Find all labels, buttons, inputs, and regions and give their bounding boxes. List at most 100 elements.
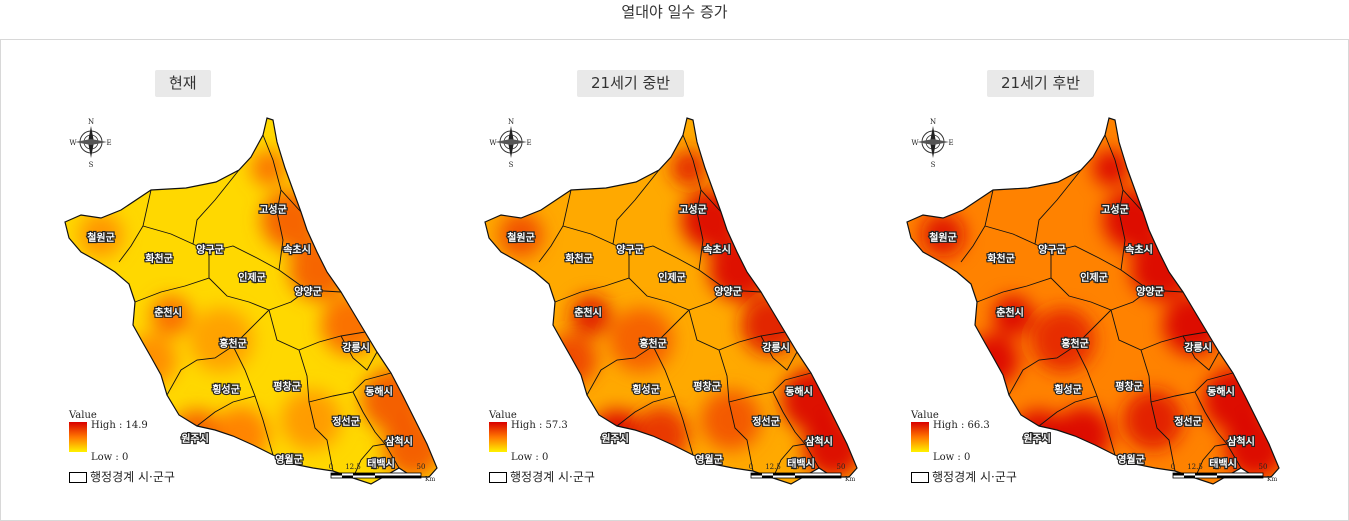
boundary-swatch: [69, 472, 87, 483]
region-label: 속초시: [703, 243, 731, 256]
region-label: 정선군: [332, 415, 360, 428]
legend-low-value: Low : 0: [933, 452, 971, 463]
district-boundary: [616, 395, 676, 427]
region-label: 철원군: [507, 231, 535, 244]
svg-text:N: N: [88, 118, 94, 126]
district-boundary: [682, 134, 722, 213]
region-label: 동해시: [785, 385, 813, 398]
legend-high-value: High : 14.9: [91, 420, 148, 431]
district-boundary: [772, 391, 820, 469]
scale-tick-label: 0: [329, 463, 333, 471]
district-boundary: [976, 252, 1052, 303]
region-label: 평창군: [693, 380, 721, 393]
scale-tick-label: 12.5: [765, 463, 781, 471]
svg-text:S: S: [509, 161, 514, 168]
district-boundary: [196, 395, 256, 427]
scale-tick-label: 25: [791, 463, 800, 471]
district-boundary: [268, 309, 366, 351]
legend-color-ramp: [489, 422, 507, 452]
region-label: 횡성군: [1054, 383, 1082, 396]
region-label: 양양군: [294, 286, 322, 298]
region-label: 동해시: [1207, 385, 1235, 398]
region-label: 태백시: [367, 457, 395, 470]
district-boundary: [1104, 134, 1144, 213]
heat-hotspot: [701, 390, 761, 450]
scale-bar: 0 12.5 25 50 Km: [749, 462, 861, 486]
district-boundary: [718, 349, 754, 472]
legend-high-value: High : 57.3: [511, 420, 568, 431]
district-boundary: [984, 225, 1052, 253]
district-boundary: [1194, 443, 1228, 479]
scale-tick-label: 50: [417, 463, 426, 471]
district-boundary: [1182, 335, 1220, 371]
region-label: 평창군: [1115, 380, 1143, 393]
district-boundary: [772, 443, 806, 479]
district-boundary: [1140, 349, 1176, 472]
region-label: 홍천군: [639, 337, 667, 350]
panel-label: 21세기 후반: [987, 70, 1095, 97]
legend-color-ramp: [911, 422, 929, 452]
scale-tick-label: 25: [371, 463, 380, 471]
district-boundary: [1194, 391, 1242, 469]
region-label: 영월군: [695, 453, 723, 466]
region-label: 삼척시: [1227, 435, 1255, 448]
district-boundary: [1118, 189, 1126, 271]
district-boundary: [688, 309, 786, 351]
district-boundary: [960, 189, 994, 263]
heat-hotspot: [499, 213, 543, 257]
heat-hotspot: [609, 308, 673, 372]
region-label: 속초시: [1125, 243, 1153, 256]
district-boundary: [612, 169, 660, 245]
heat-hotspot: [633, 407, 689, 463]
legend-boundary: 행정경계 시·군구: [69, 468, 175, 485]
svg-text:N: N: [930, 118, 936, 126]
scale-unit: Km: [1267, 476, 1277, 483]
district-boundary: [760, 335, 798, 371]
district-boundary: [276, 189, 284, 271]
district-boundary: [628, 277, 728, 311]
svg-text:W: W: [69, 139, 77, 147]
scale-tick-label: 50: [837, 463, 846, 471]
svg-text:E: E: [106, 139, 111, 147]
district-boundary: [352, 391, 400, 469]
heat-hotspot: [281, 390, 341, 450]
region-label: 양구군: [616, 244, 644, 256]
region-label: 삼척시: [805, 435, 833, 448]
district-boundary: [118, 189, 152, 263]
region-label: 인제군: [238, 271, 266, 284]
boundary-swatch: [911, 472, 929, 483]
district-boundary: [166, 309, 270, 396]
region-label: 고성군: [259, 203, 287, 216]
district-boundary: [1110, 309, 1208, 351]
district-boundary: [208, 277, 308, 311]
north-arrow-icon: N S W E: [489, 118, 533, 169]
region-label: 삼척시: [385, 435, 413, 448]
region-label: 양구군: [196, 244, 224, 256]
heat-hotspot: [1055, 407, 1111, 463]
boundary-swatch: [489, 472, 507, 483]
region-label: 태백시: [787, 457, 815, 470]
svg-text:S: S: [931, 161, 936, 168]
district-boundary: [192, 169, 240, 245]
district-boundary: [586, 309, 690, 396]
svg-text:E: E: [526, 139, 531, 147]
region-label: 영월군: [1117, 453, 1145, 466]
heat-hotspot: [921, 213, 965, 257]
region-label: 횡성군: [212, 383, 240, 396]
district-boundary: [142, 225, 210, 253]
region-label: 강릉시: [762, 341, 790, 354]
heat-hotspot: [213, 407, 269, 463]
district-boundary: [208, 245, 342, 293]
map-panel-current: 현재 철원군 화천군 양구군 고성군 속초시 인제군 양양군 춘천시 홍천군 강릉시 횡성군 평창군 동…: [1, 40, 441, 520]
legend-low-value: Low : 0: [91, 452, 129, 463]
legend-boundary-label: 행정경계 시·군구: [90, 470, 175, 484]
region-label: 원주시: [601, 432, 629, 445]
district-boundary: [538, 189, 572, 263]
heat-hotspot: [1093, 150, 1129, 186]
district-boundary: [298, 349, 334, 472]
district-boundary: [1008, 309, 1112, 396]
scale-unit: Km: [845, 476, 855, 483]
svg-text:W: W: [489, 139, 497, 147]
district-boundary: [554, 252, 630, 303]
north-arrow-icon: N S W E: [911, 118, 955, 169]
